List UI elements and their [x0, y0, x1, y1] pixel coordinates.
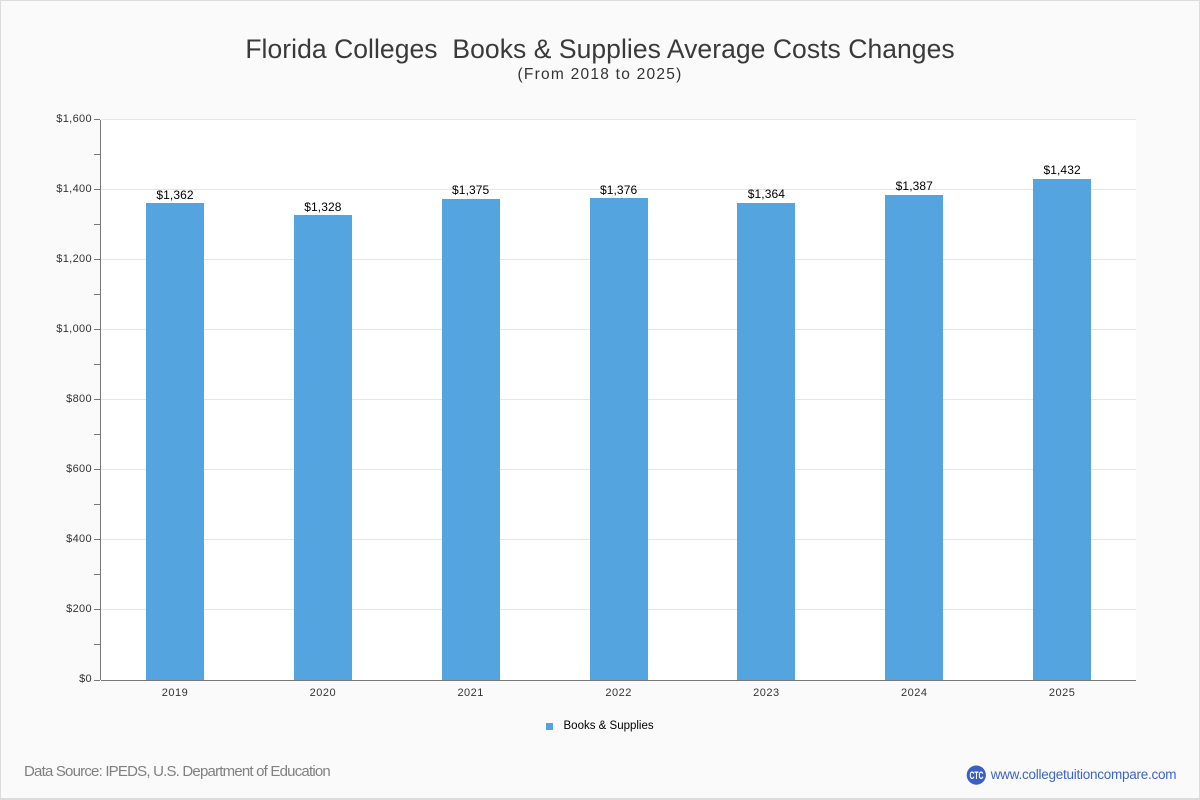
svg-text:CTC: CTC — [969, 769, 983, 781]
